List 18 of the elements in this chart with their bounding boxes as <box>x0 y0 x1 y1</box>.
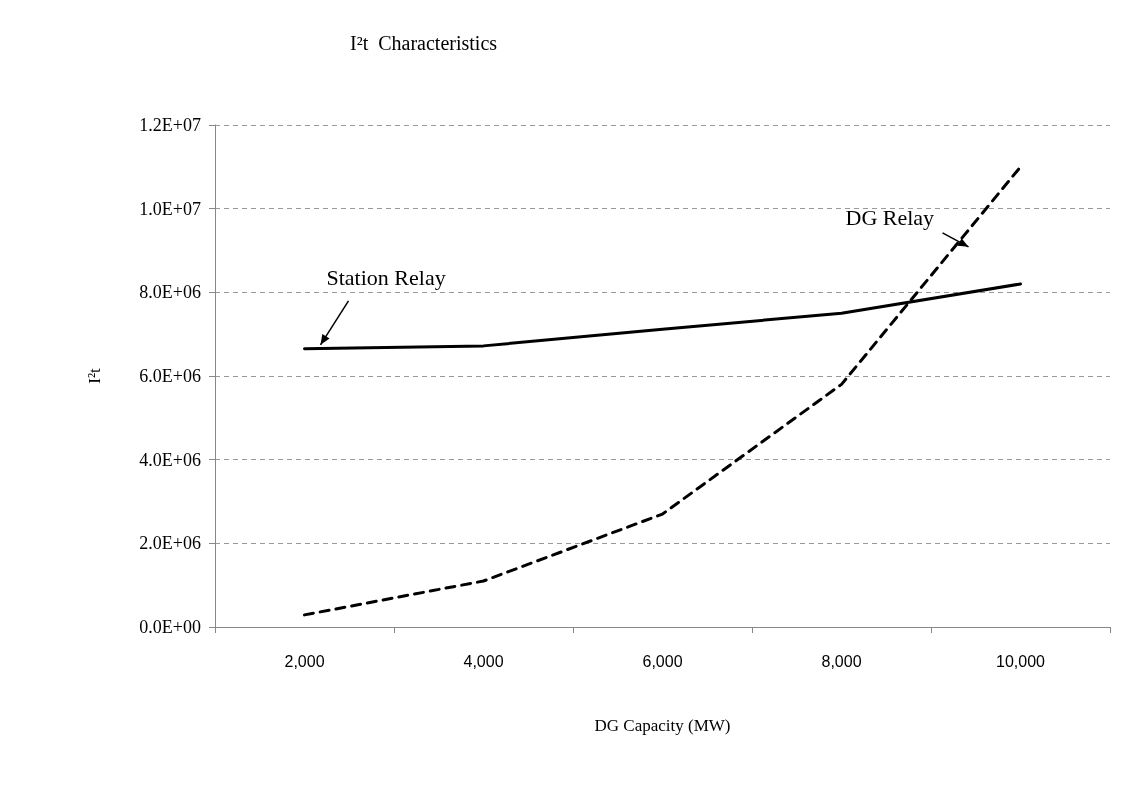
y-tick-label: 1.2E+07 <box>139 115 201 135</box>
series-label: DG Relay <box>845 205 935 231</box>
chart-title: I²t Characteristics <box>350 32 498 54</box>
y-tick-label: 4.0E+06 <box>139 449 201 470</box>
y-tick-label: 0.0E+00 <box>139 617 201 637</box>
x-tick-label: 10,000 <box>996 652 1046 670</box>
x-tick-label: 8,000 <box>821 652 862 670</box>
text: Station Relay <box>326 265 446 291</box>
x-tick-label: 2,000 <box>284 652 325 670</box>
y-axis-title: I²t <box>85 367 104 384</box>
y-tick-label: 1.0E+07 <box>139 198 201 219</box>
y-tick-label: 2.0E+06 <box>139 533 201 554</box>
line-series <box>303 165 1022 617</box>
y-tick-label: 6.0E+06 <box>139 366 201 386</box>
x-axis-title: DG Capacity (MW) <box>594 716 731 735</box>
x-tick-label: 4,000 <box>463 652 504 670</box>
x-tick-label: 6,000 <box>642 652 683 670</box>
y-tick-label: 8.0E+06 <box>139 282 201 303</box>
